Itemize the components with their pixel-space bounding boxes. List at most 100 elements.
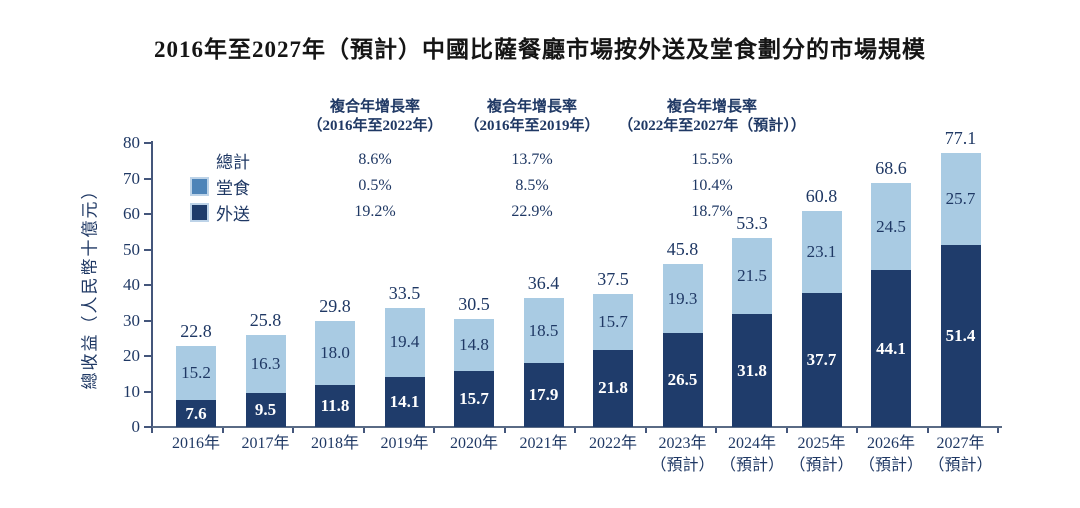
bar-value-delivery: 11.8 [320,396,350,416]
bar-segment-dinein: 23.1 [801,211,842,294]
y-tick-label: 20 [123,346,140,365]
bar-total-label: 68.6 [875,158,907,179]
bar-segment-delivery: 7.6 [176,400,216,427]
bar-value-delivery: 7.6 [185,403,207,423]
y-tick-label: 40 [123,275,140,294]
bar-segment-delivery: 31.8 [732,314,772,427]
bar-segment-delivery: 26.5 [662,332,703,427]
x-category-label: 2024年 [727,435,776,452]
x-category-label: 2026年 [866,435,915,452]
x-tick-mark [292,428,294,433]
bar-total-label: 25.8 [249,310,282,331]
x-category-note: （預計） [858,457,923,474]
bar-total-label: 30.5 [458,293,490,314]
bar-value-dinein: 15.2 [181,363,211,383]
cagr-header-range: （2022年至2027年（預計）） [618,118,806,134]
bar-value-dinein: 23.1 [806,242,837,262]
bar-segment-dinein: 24.5 [871,183,911,271]
bar-value-dinein: 24.5 [876,216,906,236]
y-tick-label: 50 [123,239,140,259]
bar-total-label: 33.5 [388,283,421,304]
y-tick-label: 80 [123,133,140,152]
bar-segment-dinein: 21.5 [732,237,772,315]
x-category-note: （預計） [719,457,784,474]
x-category-label: 2019年 [380,435,429,452]
x-tick-mark [785,428,788,433]
y-tick-mark [144,390,152,393]
bar-segment-delivery: 9.5 [245,393,286,427]
bar-segment-delivery: 21.8 [593,349,633,427]
bar-value-dinein: 25.7 [945,188,976,208]
bar-total-label: 53.3 [736,212,768,233]
x-category-label: 2017年 [241,435,290,452]
x-tick-mark [503,428,506,433]
y-tick-mark [144,426,152,428]
legend-label: 堂食 [216,178,250,198]
cagr-value: 13.7% [511,151,553,168]
x-tick-mark [221,428,224,433]
cagr-value: 18.7% [691,203,733,220]
cagr-value: 19.2% [354,203,396,220]
bar-value-delivery: 17.9 [528,385,559,405]
bar-segment-dinein: 15.7 [593,293,633,350]
x-category-label: 2022年 [588,435,637,452]
cagr-value: 8.5% [515,177,549,194]
bar-segment-dinein: 14.8 [454,318,494,372]
bar-segment-dinein: 16.3 [245,335,286,394]
bar-total-label: 60.8 [805,186,838,207]
bar-segment-dinein: 19.4 [384,308,425,377]
bar-value-delivery: 26.5 [667,369,698,389]
bar-total-label: 36.4 [527,272,560,293]
x-category-note: （預計） [650,457,715,474]
x-category-label: 2021年 [519,435,568,452]
cagr-value: 0.5% [358,177,392,194]
bar-value-dinein: 16.3 [250,354,281,374]
cagr-header-range: （2016年至2022年） [307,118,443,134]
bar-segment-delivery: 11.8 [315,385,355,427]
bar-segment-delivery: 51.4 [940,244,981,427]
x-category-label: 2023年 [658,435,707,452]
dinein-swatch-icon [190,176,209,196]
x-tick-mark [856,428,858,433]
cagr-header: 複合年增長率 [329,99,420,115]
bar-total-label: 22.8 [180,321,212,342]
y-tick-mark [144,248,152,251]
y-tick-label: 10 [123,381,140,401]
bar-total-label: 37.5 [597,268,629,289]
x-tick-mark [151,428,153,433]
x-category-note: （預計） [928,457,993,474]
y-tick-label: 0 [131,417,141,436]
bar-value-delivery: 9.5 [254,400,277,420]
cagr-column: 複合年增長率 （2022年至2027年（預計）） 15.5% 10.4% 18.7% [572,98,852,225]
bar-segment-delivery: 44.1 [871,270,911,427]
chart-legend: 總計 堂食 外送 [190,147,250,225]
x-tick-mark [433,428,435,433]
legend-label: 總計 [216,152,250,172]
x-tick-mark [926,428,929,433]
cagr-value: 22.9% [511,203,553,220]
y-tick-mark [144,142,152,144]
bar-segment-delivery: 37.7 [801,293,842,427]
bar-segment-dinein: 15.2 [176,346,216,400]
x-category-label: 2016年 [171,435,220,452]
cagr-value: 8.6% [358,151,392,168]
y-tick-mark [144,177,152,180]
bar-value-dinein: 21.5 [737,265,767,285]
cagr-value: 10.4% [691,177,733,194]
x-category-label: 2018年 [310,435,359,452]
y-tick-mark [144,319,152,322]
bar-value-delivery: 14.1 [389,391,420,411]
bar-segment-delivery: 15.7 [454,371,494,427]
x-tick-mark [362,428,365,433]
bar-value-dinein: 19.3 [667,288,698,308]
legend-label: 外送 [216,204,250,224]
x-category-label: 2027年 [936,435,985,452]
bar-value-dinein: 18.0 [320,343,350,363]
cagr-header-range: （2016年至2019年） [464,118,600,134]
bar-segment-delivery: 17.9 [523,363,564,427]
y-tick-label: 60 [123,204,140,223]
x-axis-line [148,426,1002,428]
bar-value-delivery: 15.7 [459,389,489,409]
x-tick-mark [715,428,717,433]
